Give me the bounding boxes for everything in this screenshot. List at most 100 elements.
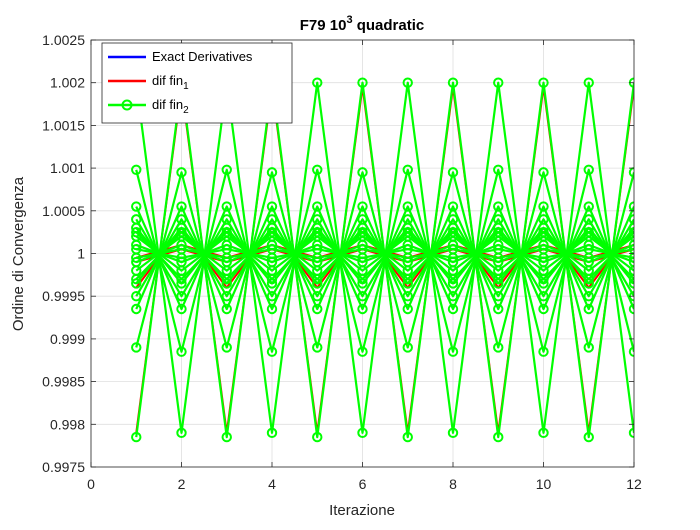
y-tick-label: 1.0005 — [42, 203, 85, 219]
legend-label: dif fin1 — [152, 73, 189, 92]
data-point — [357, 252, 368, 263]
legend-marker — [121, 99, 133, 111]
data-point — [447, 346, 459, 357]
data-point — [312, 291, 323, 302]
data-point — [221, 291, 232, 302]
series-group — [131, 77, 634, 443]
data-point — [266, 291, 278, 302]
data-point — [221, 303, 232, 315]
data-point — [312, 201, 323, 212]
data-point — [447, 303, 459, 315]
data-point — [131, 239, 142, 251]
data-point — [447, 201, 459, 212]
data-point — [583, 303, 594, 315]
x-tick-label: 12 — [626, 476, 642, 492]
y-axis-label: Ordine di Convergenza — [10, 176, 27, 331]
data-point — [447, 252, 459, 263]
data-point — [266, 167, 278, 178]
data-point — [402, 77, 413, 88]
data-point — [131, 431, 142, 443]
y-tick-label: 1.002 — [50, 75, 85, 91]
y-tick-label: 0.998 — [50, 416, 85, 432]
data-point — [583, 77, 594, 88]
data-point — [176, 291, 187, 302]
data-point — [493, 342, 504, 353]
data-point — [538, 167, 549, 178]
data-point — [357, 303, 368, 315]
series-line — [136, 248, 634, 259]
data-point — [312, 303, 323, 315]
data-point — [266, 252, 278, 263]
data-point — [312, 77, 323, 88]
y-tick-label: 1.001 — [50, 160, 85, 176]
data-point — [538, 291, 549, 302]
x-axis-label: Iterazione — [329, 502, 395, 519]
data-point — [176, 252, 187, 263]
x-tick-label: 4 — [268, 476, 276, 492]
data-point — [447, 77, 459, 88]
data-point — [266, 427, 278, 439]
data-point — [357, 77, 368, 88]
data-point — [312, 342, 323, 353]
data-point — [538, 303, 549, 315]
data-point — [402, 201, 413, 212]
data-point — [447, 427, 459, 439]
legend-entry: dif fin1 — [108, 73, 189, 92]
data-point — [583, 291, 594, 302]
data-point — [131, 164, 142, 176]
data-point — [312, 431, 323, 443]
data-point — [221, 164, 232, 176]
data-point — [493, 201, 504, 212]
data-point — [493, 77, 504, 88]
chart-title-superscript: 3 — [346, 14, 352, 26]
data-point — [266, 201, 278, 212]
series-line — [135, 168, 634, 353]
data-point — [447, 167, 459, 178]
series-line — [135, 218, 634, 298]
data-point — [402, 164, 413, 176]
data-point — [493, 431, 504, 443]
data-point — [493, 303, 504, 315]
data-point — [176, 201, 187, 212]
data-point — [583, 342, 594, 353]
data-point — [357, 201, 368, 212]
data-point — [131, 342, 142, 353]
data-point — [266, 346, 278, 357]
data-point — [402, 431, 413, 443]
chart-title-prefix: F79 10 — [300, 17, 347, 34]
y-tick-label: 0.9995 — [42, 288, 85, 304]
data-point — [312, 244, 323, 255]
y-tick-label: 0.999 — [50, 331, 85, 347]
data-point — [402, 303, 413, 315]
data-point — [538, 346, 549, 357]
data-point — [131, 278, 142, 289]
data-point — [266, 303, 278, 315]
legend-label: Exact Derivatives — [152, 49, 253, 64]
data-point — [176, 167, 187, 178]
data-point — [538, 201, 549, 212]
data-point — [221, 201, 232, 212]
data-point — [357, 167, 368, 178]
y-tick-label: 1.0025 — [42, 32, 85, 48]
chart-title: F79 103 quadratic — [300, 14, 425, 34]
data-point — [402, 291, 413, 302]
y-tick-label: 0.9985 — [42, 374, 85, 390]
legend: Exact Derivatives dif fin1 dif fin2 — [101, 42, 293, 124]
data-point — [131, 226, 142, 238]
y-tick-label: 0.9975 — [42, 459, 85, 475]
x-tick-label: 10 — [536, 476, 552, 492]
data-point — [583, 201, 594, 212]
x-tick-label: 6 — [359, 476, 367, 492]
series-3 — [131, 77, 634, 443]
data-point — [131, 303, 142, 315]
data-point — [221, 244, 232, 255]
data-point — [357, 346, 368, 357]
legend-label: dif fin2 — [152, 97, 189, 116]
legend-entry: dif fin2 — [108, 97, 189, 116]
data-point — [357, 291, 368, 302]
legend-entry: Exact Derivatives — [108, 49, 253, 64]
data-point — [176, 427, 187, 439]
data-point — [221, 342, 232, 353]
